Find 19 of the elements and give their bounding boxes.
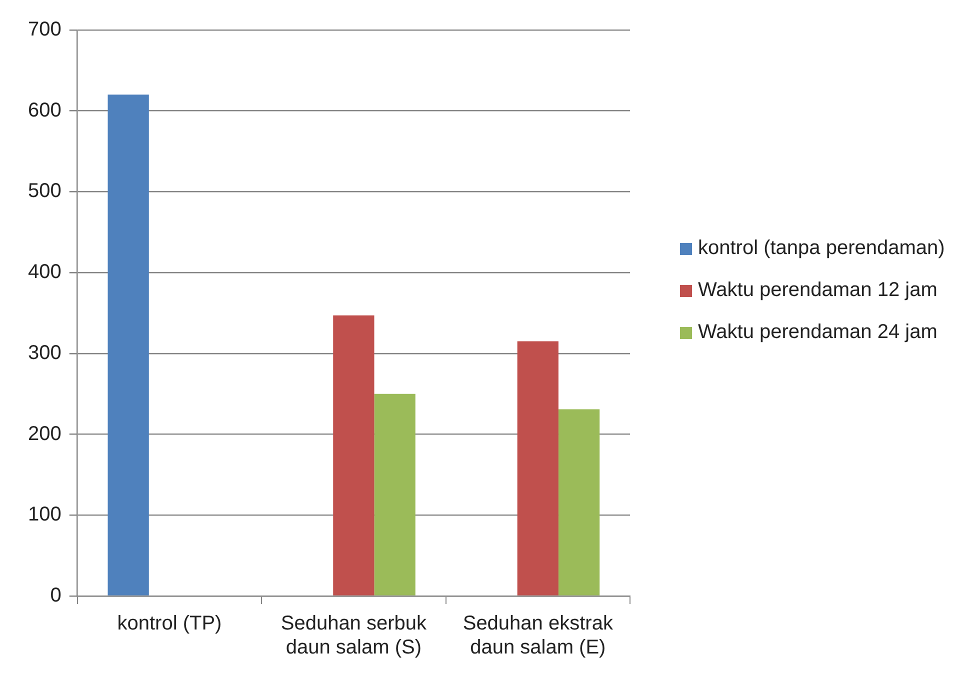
- legend-label: Waktu perendaman 12 jam: [698, 278, 938, 303]
- x-tick-label: kontrol (TP): [117, 612, 222, 635]
- bar: [558, 409, 600, 596]
- x-tick-label: Seduhan ekstrak daun salam (E): [462, 612, 614, 659]
- bar: [108, 94, 149, 596]
- legend-label: kontrol (tanpa perendaman): [698, 236, 945, 261]
- bar: [333, 315, 374, 596]
- y-tick-label: 600: [28, 99, 62, 122]
- y-tick-label: 0: [50, 584, 62, 607]
- x-tick-label: Seduhan serbuk daun salam (S): [280, 612, 428, 659]
- y-tick-label: 700: [28, 18, 62, 41]
- y-tick-label: 500: [28, 180, 62, 202]
- bar: [517, 341, 558, 596]
- y-tick-label: 100: [28, 504, 62, 526]
- y-tick-label: 400: [28, 261, 62, 284]
- bar: [374, 394, 416, 596]
- y-tick-label: 200: [28, 422, 62, 445]
- y-tick-label: 300: [28, 342, 62, 364]
- legend-label: Waktu perendaman 24 jam: [698, 320, 938, 345]
